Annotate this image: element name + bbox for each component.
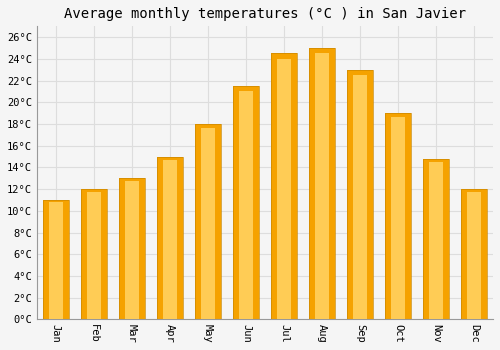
Bar [461,189,487,320]
Bar [467,192,481,320]
Bar [119,178,145,320]
Bar [385,113,411,320]
Bar [309,48,335,320]
Bar [423,159,449,320]
Bar [239,91,253,320]
Bar [385,113,411,320]
Bar [233,86,259,320]
Bar [195,124,221,320]
Bar [43,200,68,320]
Bar [81,189,107,320]
Bar [309,48,335,320]
Bar [429,162,443,320]
Bar [353,75,367,320]
Bar [157,156,183,320]
Bar [391,117,405,320]
Bar [86,192,101,320]
Bar [271,54,297,320]
Bar [347,70,373,320]
Bar [119,178,145,320]
Bar [157,156,183,320]
Bar [233,86,259,320]
Bar [201,128,215,320]
Bar [347,70,373,320]
Bar [81,189,107,320]
Bar [48,202,63,320]
Bar [315,54,329,320]
Bar [271,54,297,320]
Bar [195,124,221,320]
Bar [277,59,291,320]
Bar [43,200,68,320]
Bar [163,160,177,320]
Bar [461,189,487,320]
Bar [124,181,139,320]
Bar [423,159,449,320]
Title: Average monthly temperatures (°C ) in San Javier: Average monthly temperatures (°C ) in Sa… [64,7,466,21]
